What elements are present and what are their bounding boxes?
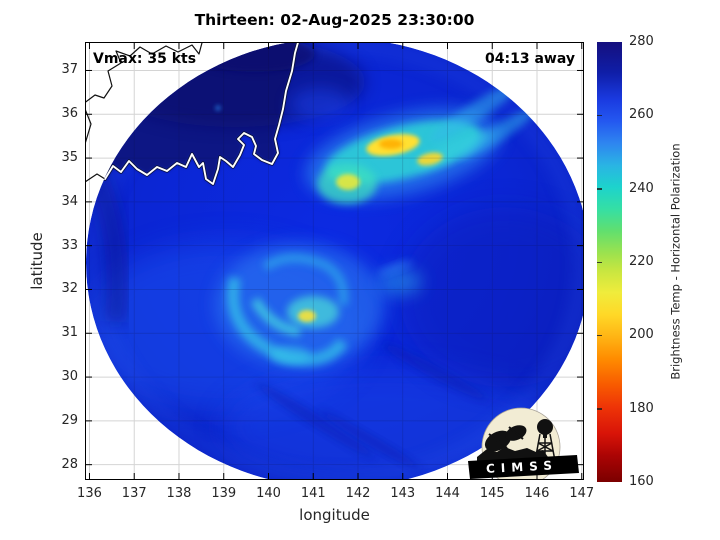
satellite-swath-plot: CIMSS xyxy=(85,42,584,480)
x-tick-label: 145 xyxy=(479,486,505,501)
x-tick-label: 140 xyxy=(256,486,281,501)
satellite-dish-icons xyxy=(484,425,527,452)
central-convection xyxy=(215,243,422,367)
x-tick-label: 142 xyxy=(345,486,371,501)
colorbar-tick-label: 240 xyxy=(629,180,654,196)
microwave-swath xyxy=(86,42,584,480)
colorbar-label: Brightness Temp - Horizontal Polarizatio… xyxy=(668,143,683,380)
x-tick-label: 147 xyxy=(569,486,595,501)
axis-tick-marks xyxy=(86,43,583,479)
y-tick-label: 31 xyxy=(61,325,78,341)
plot-area: Vmax: 35 kts 04:13 away xyxy=(85,42,584,480)
y-tick-label: 28 xyxy=(61,456,78,472)
colorbar-tick-mark xyxy=(597,334,602,337)
colorbar-tick-label: 260 xyxy=(629,107,654,123)
y-tick-label: 35 xyxy=(61,150,78,166)
colorbar-tick-mark xyxy=(597,408,602,410)
coastline-inside-swath xyxy=(86,42,301,186)
x-tick-label: 144 xyxy=(435,486,460,501)
x-tick-label: 139 xyxy=(211,486,237,501)
x-tick-label: 146 xyxy=(524,486,550,501)
vmax-annotation: Vmax: 35 kts xyxy=(93,51,197,67)
colorbar-tick-label: 220 xyxy=(629,254,654,269)
x-tick-label: 138 xyxy=(166,486,192,501)
x-tick-label: 137 xyxy=(121,486,147,501)
colorbar-tick-label: 200 xyxy=(629,327,654,343)
colorbar-tick-mark xyxy=(597,188,602,190)
colorbar-tick-label: 160 xyxy=(629,474,654,489)
y-tick-label: 37 xyxy=(61,62,78,78)
y-tick-label: 30 xyxy=(61,369,78,385)
colorbar-tick-mark xyxy=(597,114,602,117)
colorbar-tick-mark xyxy=(597,261,602,263)
logo-banner xyxy=(468,455,579,479)
axes-box xyxy=(85,42,584,480)
x-axis-label: longitude xyxy=(299,506,370,524)
figure-title: Thirteen: 02-Aug-2025 23:30:00 xyxy=(194,11,475,29)
x-tick-label: 143 xyxy=(390,486,416,501)
y-tick-label: 33 xyxy=(61,237,78,253)
logo-text: CIMSS xyxy=(486,458,559,476)
central-yellow-core xyxy=(298,310,316,322)
x-tick-label: 136 xyxy=(77,486,102,501)
colorbar-tick-label: 180 xyxy=(629,400,654,416)
colorbar-tick-label: 280 xyxy=(629,34,654,49)
x-tick-label: 141 xyxy=(300,486,326,501)
northern-convective-band xyxy=(305,82,535,204)
pass-countdown-annotation: 04:13 away xyxy=(485,51,575,67)
y-tick-label: 29 xyxy=(61,412,78,428)
y-tick-label: 34 xyxy=(61,193,78,209)
y-tick-label: 32 xyxy=(61,281,78,297)
y-tick-label: 36 xyxy=(61,106,78,122)
cimss-logo: CIMSS xyxy=(468,407,579,480)
